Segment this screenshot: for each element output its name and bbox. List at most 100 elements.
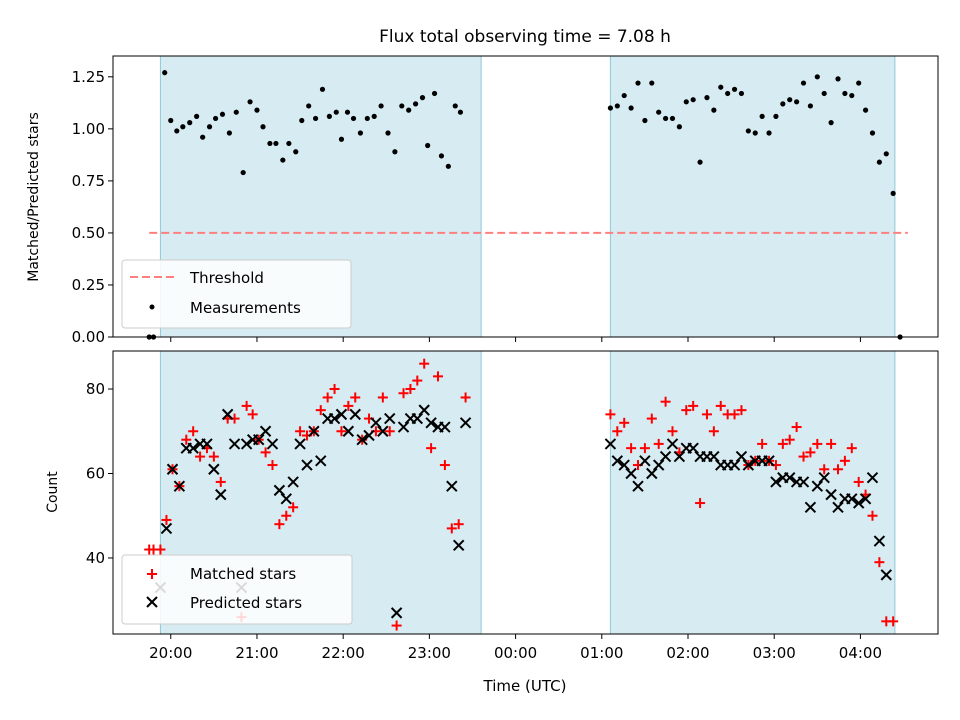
predicted-stars-point (446, 480, 458, 492)
legend-predicted-label: Predicted stars (190, 594, 302, 612)
measurements-point (280, 157, 286, 163)
matched-stars-point (791, 422, 802, 433)
predicted-stars-point (160, 522, 173, 535)
matched-stars-point (195, 451, 206, 462)
measurements-point (814, 74, 820, 80)
measurements-point (738, 90, 745, 97)
measurements-point (766, 130, 772, 136)
predicted-stars-point (459, 417, 472, 429)
measurements-point (787, 97, 793, 103)
matched-stars-point (639, 443, 650, 454)
legend-predicted-swatch (146, 596, 158, 608)
matched-stars-point (295, 426, 306, 437)
matched-stars-point (708, 426, 719, 437)
measurements-point (842, 90, 848, 97)
measurements-point (718, 84, 724, 90)
measurements-point (344, 109, 351, 115)
measurements-point (299, 117, 305, 124)
measurements-point (662, 115, 669, 122)
measurements-point (869, 130, 876, 136)
matched-stars-point (453, 519, 464, 530)
measurements-point (392, 149, 398, 155)
matched-stars-point (619, 417, 630, 428)
matched-stars-point (426, 443, 437, 454)
legend-measurements-label: Measurements (190, 299, 301, 317)
matched-stars-point (274, 519, 285, 530)
matched-stars-point (460, 392, 471, 403)
predicted-stars-point (763, 455, 775, 467)
matched-stars-point (819, 464, 830, 475)
measurements-point (306, 103, 312, 109)
measurements-point (828, 120, 834, 126)
predicted-stars-point (797, 476, 810, 488)
x-tick-label: 02:00 (666, 644, 709, 662)
x-tick-label: 01:00 (580, 644, 623, 662)
predicted-stars-point (632, 480, 644, 492)
chart-title: Flux total observing time = 7.08 h (379, 27, 671, 47)
matched-stars-point (653, 438, 664, 449)
legend-matched-label: Matched stars (190, 565, 296, 583)
predicted-stars-point (639, 455, 651, 467)
predicted-stars-point (308, 425, 320, 437)
measurements-point (856, 80, 862, 86)
predicted-stars-point (273, 484, 286, 497)
predicted-stars-point (363, 429, 375, 442)
predicted-stars-point (208, 463, 220, 475)
matched-stars-point (315, 405, 326, 416)
y-tick-label: 40 (86, 549, 105, 567)
matched-stars-point (784, 434, 795, 445)
predicted-stars-point (240, 438, 253, 450)
measurements-point (649, 80, 655, 86)
measurements-point (338, 136, 345, 142)
x-axis-label: Time (UTC) (483, 677, 567, 695)
measurements-point (862, 107, 869, 113)
measurements-point (656, 109, 662, 115)
measurements-point (254, 107, 260, 113)
matched-stars-point (281, 510, 292, 521)
measurements-point (412, 101, 419, 107)
matched-stars-point (433, 371, 443, 382)
predicted-stars-point (384, 412, 396, 425)
measurements-point (240, 169, 246, 176)
count-panel: 40 60 80 20:00 21:00 22:00 23:00 00:00 01:00 02:… (45, 350, 939, 695)
measurements-point (752, 130, 758, 136)
measurements-point (350, 115, 357, 122)
matched-stars-point (419, 358, 430, 369)
predicted-stars-point (266, 438, 279, 450)
predicted-stars-point (687, 442, 699, 454)
measurements-point (200, 134, 206, 140)
predicted-stars-point (335, 408, 348, 421)
matched-stars-point (208, 451, 219, 462)
predicted-stars-point (784, 472, 796, 484)
matched-stars-point (288, 502, 299, 513)
predicted-stars-point (618, 459, 630, 471)
measurements-point (683, 99, 689, 105)
predicted-stars-point (604, 438, 617, 450)
matched-stars-point (839, 455, 850, 466)
predicted-stars-point (252, 433, 265, 446)
measurements-point (194, 113, 200, 119)
matched-stars-point (805, 447, 816, 458)
measurements-point (180, 124, 186, 130)
measurements-point (704, 95, 710, 101)
measurements-point (835, 76, 841, 82)
measurements-point (286, 140, 292, 147)
predicted-stars-point (187, 442, 199, 454)
predicted-stars-point (811, 480, 824, 492)
predicted-stars-point (201, 438, 213, 450)
predicted-stars-point (166, 463, 179, 475)
measurements-point (425, 142, 431, 149)
matched-stars-point (612, 426, 623, 437)
predicted-stars-point (280, 493, 292, 505)
measurements-point (800, 80, 807, 86)
observing-interval (609, 55, 896, 338)
predicted-stars-point (221, 408, 234, 421)
predicted-stars-point (397, 421, 410, 433)
matched-stars-point (867, 510, 878, 521)
measurements-point (725, 90, 731, 97)
predicted-stars-point (611, 455, 624, 467)
matched-stars-point (343, 400, 354, 411)
measurements-point (174, 128, 180, 134)
measurements-point (187, 120, 193, 126)
